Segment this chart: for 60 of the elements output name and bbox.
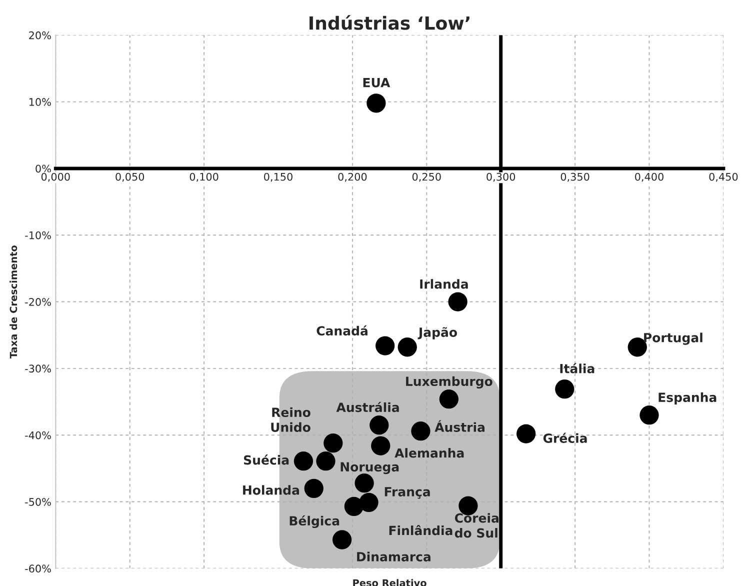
point: [448, 292, 468, 312]
y-axis-title: Taxa de Crescimento: [10, 245, 18, 358]
point: [304, 478, 324, 498]
x-tick-label: 0,050: [116, 172, 144, 182]
annotation: Holanda: [243, 485, 299, 495]
annotation: Itália: [560, 363, 594, 374]
point: [398, 338, 417, 357]
annotation: Luxemburgo: [406, 376, 492, 389]
annotation: Dinamarca: [357, 552, 430, 562]
y-tick-label: -30%: [25, 364, 51, 373]
x-tick-label: 0,450: [709, 172, 738, 182]
annotation: Coreia do Sul: [454, 513, 498, 538]
annotation: EUA: [363, 78, 390, 88]
x-tick-label: 0,000: [41, 172, 70, 182]
point: [370, 416, 389, 435]
x-tick-label: 0,400: [635, 172, 664, 182]
annotation: Grécia: [543, 432, 587, 443]
chart-title: Indústrias ‘Low’: [310, 15, 470, 30]
x-tick-label: 0,350: [560, 172, 590, 182]
annotation: Finlândia: [389, 525, 452, 536]
annotation: Canadá: [316, 325, 368, 336]
y-tick-label: -20%: [25, 298, 51, 306]
y-tick-label: -60%: [25, 564, 51, 573]
x-tick-label: 0,200: [338, 172, 367, 182]
annotation: França: [384, 487, 430, 499]
point: [316, 452, 336, 471]
annotation: Áustria: [434, 420, 484, 432]
y-tick-label: 10%: [29, 98, 51, 106]
annotation: Irlanda: [420, 279, 468, 289]
point: [555, 380, 574, 399]
annotation: Austrália: [336, 402, 399, 412]
annotation: Japão: [418, 327, 457, 340]
point: [376, 336, 395, 356]
x-tick-label: 0,150: [264, 172, 292, 182]
x-tick-label: 0,100: [190, 172, 218, 182]
y-tick-label: 0%: [36, 164, 51, 173]
point: [366, 94, 386, 113]
annotation: Espanha: [658, 392, 716, 404]
point: [411, 422, 430, 441]
point: [439, 390, 458, 409]
y-tick-label: -10%: [25, 231, 51, 240]
point: [294, 452, 314, 471]
point: [516, 424, 536, 444]
point: [324, 434, 343, 453]
point: [354, 474, 374, 493]
annotation: Reino Unido: [271, 407, 310, 432]
point: [332, 530, 352, 550]
point: [344, 496, 364, 516]
x-tick-label: 0,250: [412, 172, 441, 182]
annotation: Alemanha: [394, 448, 464, 458]
annotation: Suécia: [244, 454, 289, 465]
y-tick-label: -40%: [25, 431, 51, 440]
annotation: Portugal: [644, 332, 702, 345]
y-tick-label: 20%: [29, 31, 51, 40]
y-tick-label: -50%: [25, 498, 51, 506]
annotation: Noruega: [340, 462, 399, 474]
annotation: Bélgica: [290, 515, 340, 528]
point: [371, 436, 390, 456]
x-tick-label: 0,300: [486, 172, 516, 182]
point: [640, 406, 659, 425]
